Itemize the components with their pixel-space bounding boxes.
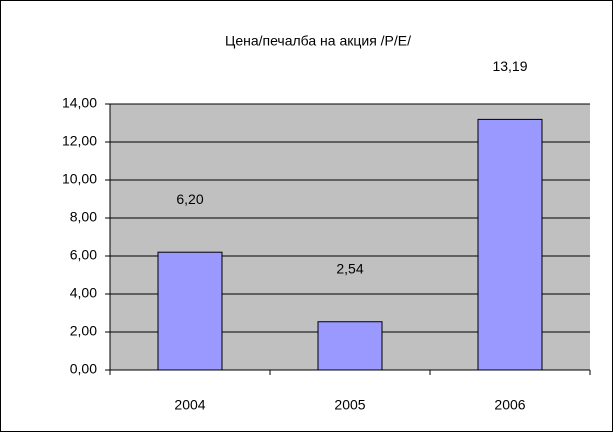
y-tick-label: 8,00 [70, 209, 97, 225]
data-label: 2,54 [336, 260, 363, 276]
y-tick-label: 4,00 [70, 285, 97, 301]
bar [317, 321, 383, 371]
x-tick-label: 2004 [174, 397, 205, 413]
y-tick-label: 10,00 [62, 171, 97, 187]
x-tick-label: 2006 [494, 397, 525, 413]
bar [477, 118, 543, 371]
y-tick-label: 12,00 [62, 133, 97, 149]
x-tick-label: 2005 [334, 397, 365, 413]
y-tick-label: 6,00 [70, 247, 97, 263]
bar [157, 251, 223, 371]
y-tick-label: 0,00 [70, 361, 97, 377]
data-label: 13,19 [492, 58, 527, 74]
chart-title: Цена/печалба на акция /P/E/ [225, 33, 411, 49]
y-tick-label: 2,00 [70, 323, 97, 339]
y-tick-label: 14,00 [62, 95, 97, 111]
data-label: 6,20 [176, 191, 203, 207]
